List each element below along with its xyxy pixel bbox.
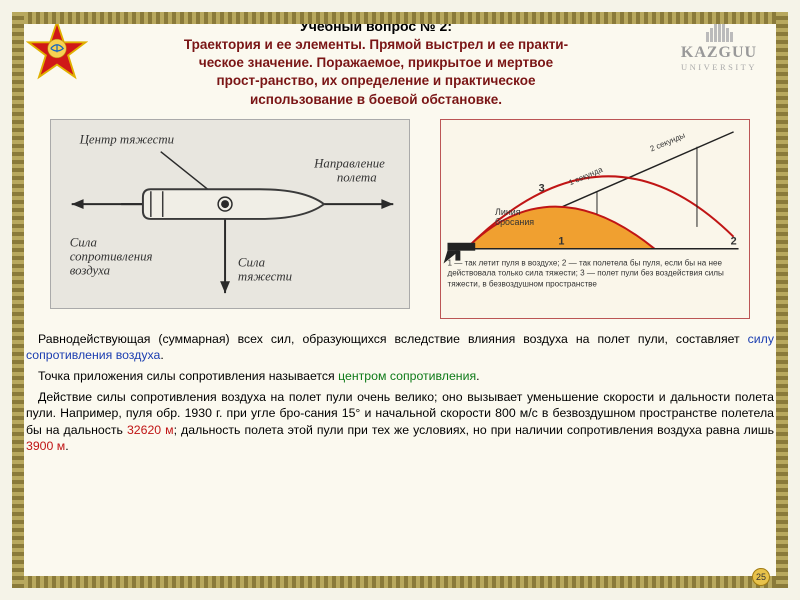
- svg-text:тяжести: тяжести: [238, 269, 292, 283]
- trajectory-caption: 1 — так летит пуля в воздухе; 2 — так по…: [447, 258, 742, 288]
- svg-text:полета: полета: [337, 170, 377, 184]
- svg-text:2: 2: [731, 236, 737, 248]
- paragraph: Действие силы сопротивления воздуха на п…: [26, 389, 774, 455]
- text-run: ; дальность полета этой пули при тех же …: [174, 423, 774, 437]
- text-accent-red: 32620 м: [127, 423, 174, 437]
- svg-text:бросания: бросания: [495, 217, 534, 227]
- paragraph: Равнодействующая (суммарная) всех сил, о…: [26, 331, 774, 364]
- svg-text:Сила: Сила: [238, 255, 265, 269]
- svg-text:Направление: Направление: [313, 156, 385, 170]
- diagram-row: Центр тяжести Направление полета Сила со…: [26, 119, 774, 319]
- header: Учебный вопрос № 2: Траектория и ее элем…: [26, 18, 774, 109]
- text-run: .: [160, 348, 163, 362]
- subtitle-line: ческое значение. Поражаемое, прикрытое и…: [100, 54, 652, 72]
- logo-sub: UNIVERSITY: [664, 62, 774, 72]
- trajectory-diagram: 1 2 3 Линия бросания 1 секунда 2 секунды…: [440, 119, 750, 319]
- text-run: Равнодействующая (суммарная) всех сил, о…: [38, 332, 748, 346]
- slide-content: Учебный вопрос № 2: Траектория и ее элем…: [12, 12, 788, 588]
- text-run: Точка приложения силы сопротивления назы…: [38, 369, 338, 383]
- title-block: Учебный вопрос № 2: Траектория и ее элем…: [96, 18, 656, 109]
- svg-text:Центр тяжести: Центр тяжести: [79, 133, 174, 147]
- logo-name: KAZGUU: [664, 44, 774, 62]
- body-text: Равнодействующая (суммарная) всех сил, о…: [26, 331, 774, 455]
- svg-text:1: 1: [558, 236, 564, 248]
- svg-text:Сила: Сила: [70, 236, 97, 250]
- bullet-forces-diagram: Центр тяжести Направление полета Сила со…: [50, 119, 410, 309]
- page-number: 25: [752, 568, 770, 586]
- svg-text:сопротивления: сопротивления: [70, 249, 153, 263]
- question-label: Учебный вопрос № 2:: [100, 18, 652, 34]
- svg-text:3: 3: [539, 182, 545, 194]
- text-run: .: [65, 439, 68, 453]
- svg-text:Линия: Линия: [495, 207, 521, 217]
- text-accent-red: 3900 м: [26, 439, 65, 453]
- university-logo: KAZGUU UNIVERSITY: [664, 20, 774, 72]
- subtitle-line: использование в боевой обстановке.: [100, 91, 652, 109]
- logo-building-icon: [664, 20, 774, 42]
- paragraph: Точка приложения силы сопротивления назы…: [26, 368, 774, 385]
- subtitle-line: прост-ранство, их определение и практиче…: [100, 72, 652, 90]
- text-run: .: [476, 369, 479, 383]
- subtitle-line: Траектория и ее элементы. Прямой выстрел…: [100, 36, 652, 54]
- star-emblem: [26, 20, 88, 82]
- svg-text:воздуха: воздуха: [70, 263, 110, 277]
- text-accent-green: центром сопротивления: [338, 369, 476, 383]
